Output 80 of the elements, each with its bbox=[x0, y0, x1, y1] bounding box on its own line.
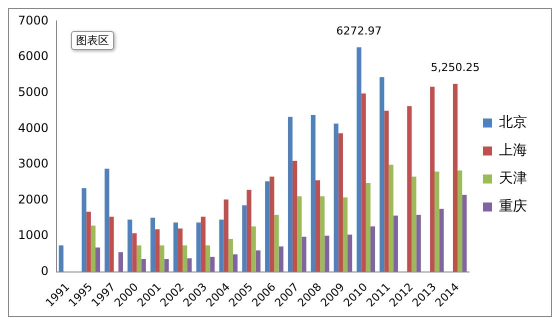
bar bbox=[462, 194, 467, 272]
data-label: 6272.97 bbox=[336, 24, 382, 38]
y-tick-label: 1000 bbox=[18, 228, 49, 242]
bar bbox=[338, 133, 343, 272]
bar bbox=[128, 220, 132, 272]
bar bbox=[232, 254, 238, 272]
bar bbox=[95, 248, 100, 272]
bar bbox=[136, 245, 142, 272]
bar bbox=[288, 116, 293, 272]
bar bbox=[173, 222, 178, 272]
bar bbox=[182, 245, 188, 272]
bar bbox=[452, 84, 458, 272]
bar bbox=[320, 196, 325, 272]
bar bbox=[348, 234, 352, 272]
bar bbox=[141, 258, 146, 272]
y-tick-label: 0 bbox=[40, 264, 49, 278]
bar bbox=[370, 226, 376, 272]
bar bbox=[246, 190, 252, 272]
bar bbox=[224, 200, 228, 272]
y-tick-label: 5000 bbox=[18, 84, 49, 99]
bar bbox=[160, 245, 164, 272]
bar bbox=[210, 256, 215, 272]
legend-label: 重庆 bbox=[499, 198, 527, 215]
bar bbox=[458, 170, 462, 272]
bar bbox=[388, 164, 394, 272]
bar bbox=[270, 176, 274, 272]
legend-label: 北京 bbox=[499, 114, 527, 131]
y-tick-label: 4000 bbox=[18, 120, 49, 135]
bar bbox=[109, 216, 114, 272]
bar bbox=[310, 115, 316, 272]
bar bbox=[412, 176, 416, 272]
bar bbox=[155, 229, 160, 272]
bar bbox=[256, 250, 260, 272]
bar bbox=[251, 226, 256, 272]
bar bbox=[297, 196, 302, 272]
bar bbox=[334, 124, 338, 272]
data-label: 5,250.25 bbox=[430, 61, 480, 74]
bar bbox=[324, 236, 330, 272]
bar bbox=[416, 214, 421, 272]
bar bbox=[430, 86, 435, 272]
bar bbox=[150, 218, 156, 272]
bar bbox=[384, 110, 389, 272]
bar bbox=[86, 212, 91, 272]
bar bbox=[164, 258, 169, 272]
bar bbox=[82, 188, 86, 272]
legend-label: 天津 bbox=[499, 170, 527, 187]
bar bbox=[187, 258, 192, 272]
bar bbox=[90, 226, 96, 272]
bar bbox=[228, 238, 233, 272]
bar bbox=[393, 216, 398, 272]
bar bbox=[178, 228, 183, 272]
bar bbox=[434, 172, 440, 272]
bar bbox=[58, 245, 64, 272]
bar bbox=[292, 160, 298, 272]
bar bbox=[361, 94, 366, 272]
bar bbox=[380, 77, 384, 272]
bar bbox=[439, 208, 444, 272]
y-tick-label: 7000 bbox=[18, 13, 49, 28]
bar bbox=[366, 183, 370, 272]
bar bbox=[302, 236, 306, 272]
y-tick-label: 6000 bbox=[18, 49, 49, 64]
bar bbox=[265, 181, 270, 272]
legend-label: 上海 bbox=[499, 142, 527, 159]
annotation: 图表区 bbox=[71, 31, 114, 50]
bar bbox=[104, 168, 110, 272]
bar bbox=[132, 233, 137, 272]
bar bbox=[407, 106, 412, 272]
y-tick-label: 2000 bbox=[18, 192, 49, 206]
bar bbox=[200, 216, 206, 272]
bar bbox=[315, 180, 320, 272]
bar bbox=[274, 214, 279, 272]
y-tick-label: 3000 bbox=[18, 156, 49, 171]
bar bbox=[342, 197, 348, 272]
bar bbox=[196, 222, 201, 272]
bar bbox=[118, 252, 123, 272]
bar bbox=[242, 205, 247, 272]
bar bbox=[219, 220, 224, 272]
bar bbox=[356, 47, 362, 272]
bar bbox=[205, 245, 210, 272]
bar bbox=[278, 246, 284, 272]
